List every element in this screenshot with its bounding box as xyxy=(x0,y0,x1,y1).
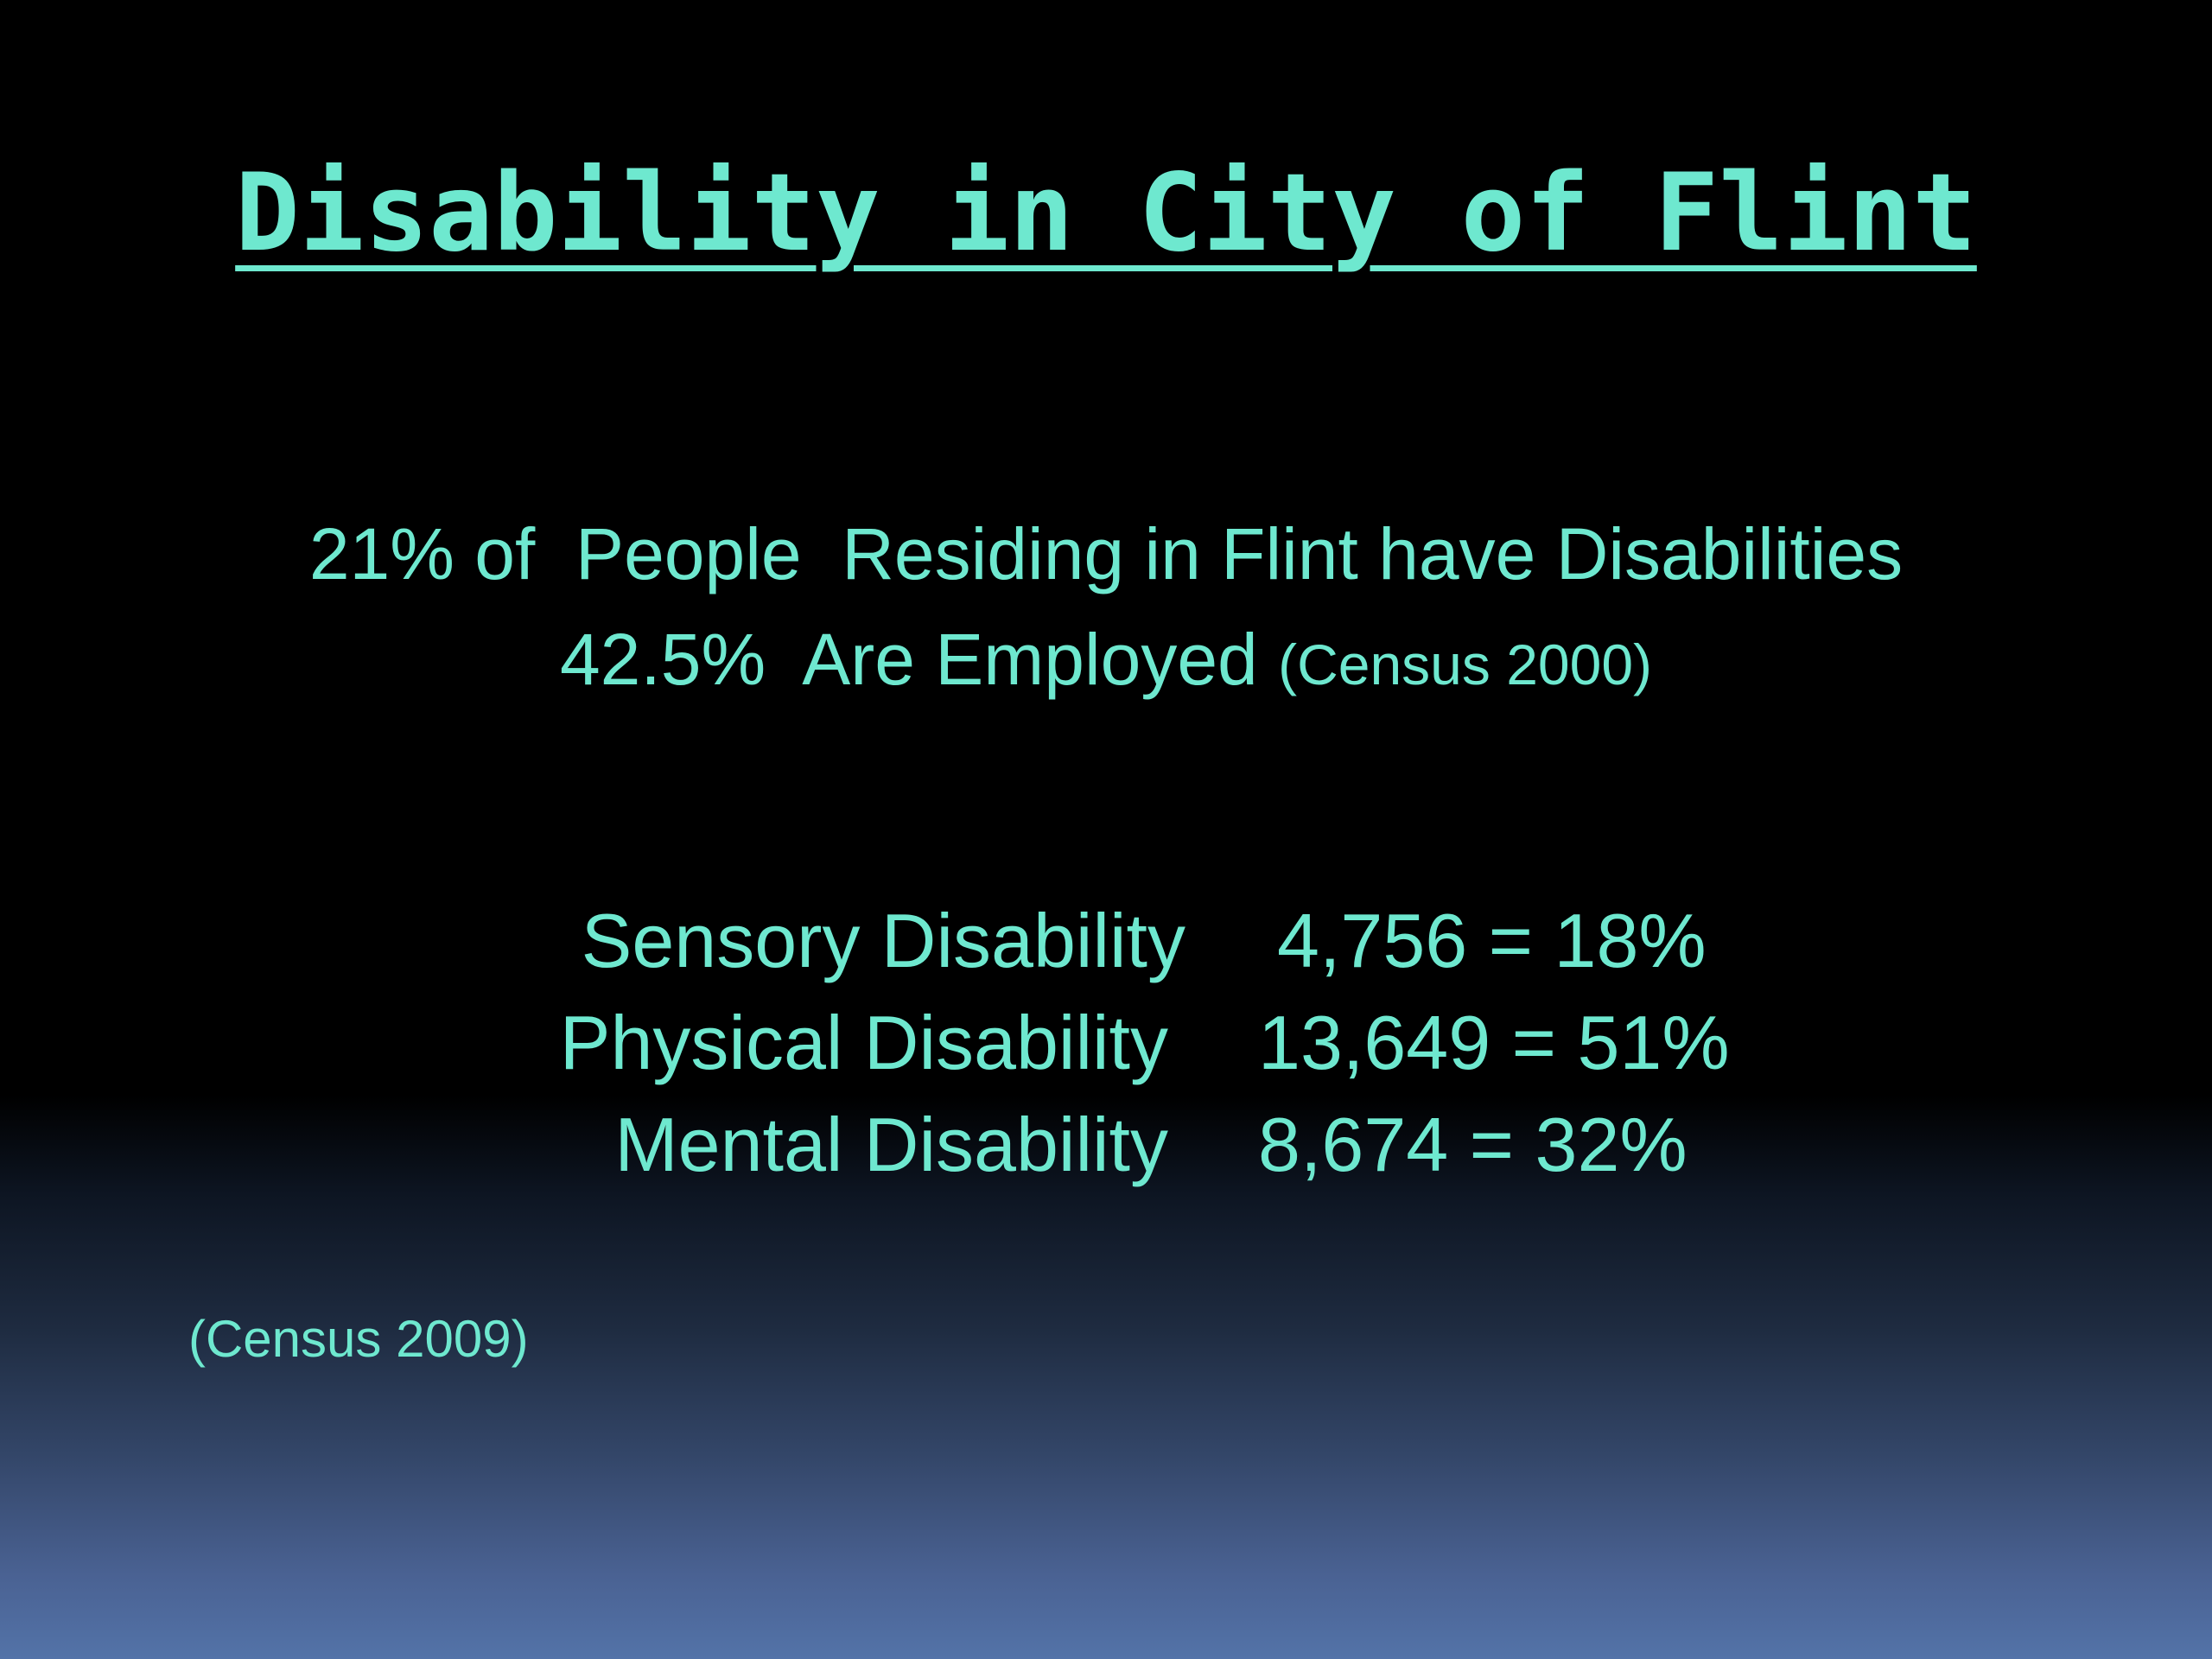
disability-rate-line: 21% of People Residing in Flint have Dis… xyxy=(308,513,1904,594)
breakdown-row-physical: Physical Disability 13,649 = 51% xyxy=(0,992,2212,1094)
breakdown-value: 13,649 = 51% xyxy=(1258,1000,1730,1085)
breakdown-value: 8,674 = 32% xyxy=(1258,1102,1688,1187)
breakdown-label: Physical Disability xyxy=(559,1000,1168,1085)
slide-title: Disability in City of Flint xyxy=(0,149,2212,278)
breakdown-row-sensory: Sensory Disability 4,756 = 18% xyxy=(0,890,2212,992)
source-footnote: (Census 2009) xyxy=(188,1310,529,1368)
slide-title-text: Disability in City of Flint xyxy=(235,151,1977,276)
breakdown-value: 4,756 = 18% xyxy=(1277,898,1707,983)
breakdown-row-mental: Mental Disability 8,674 = 32% xyxy=(0,1094,2212,1196)
breakdown-label: Mental Disability xyxy=(614,1102,1168,1187)
summary-stats: 21% of People Residing in Flint have Dis… xyxy=(0,501,2212,717)
employment-source: (Census 2000) xyxy=(1278,632,1653,696)
disability-breakdown: Sensory Disability 4,756 = 18% Physical … xyxy=(0,890,2212,1196)
employment-rate-line: 42.5% Are Employed (Census 2000) xyxy=(0,607,2212,717)
employment-rate-text: 42.5% Are Employed xyxy=(559,619,1279,700)
breakdown-label: Sensory Disability xyxy=(581,898,1185,983)
